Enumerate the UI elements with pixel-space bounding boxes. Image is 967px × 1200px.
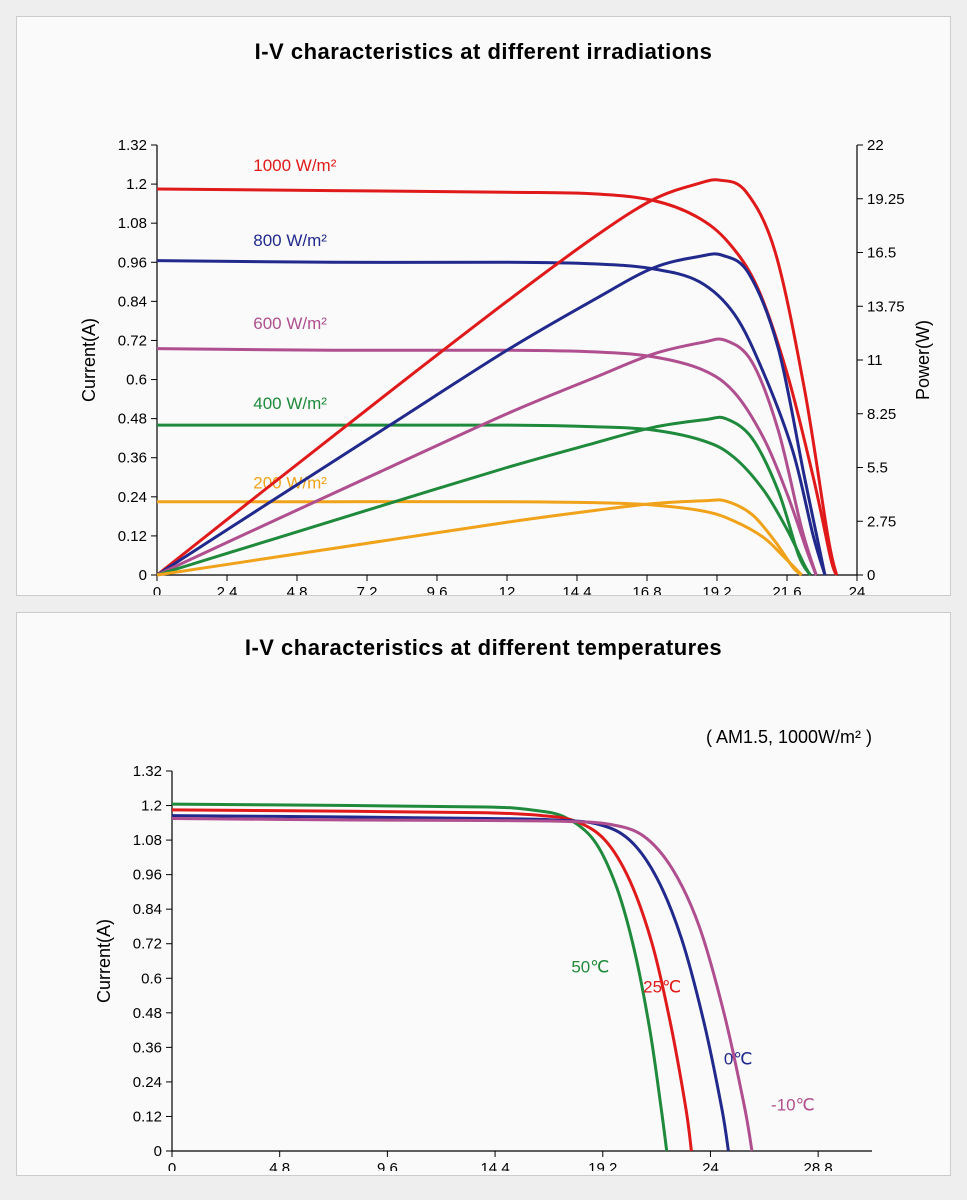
svg-text:22: 22 xyxy=(867,137,884,154)
iv-label-600: 600 W/m² xyxy=(253,314,327,333)
svg-text:0.48: 0.48 xyxy=(118,411,147,428)
chart2-svg: ( AM1.5, 1000W/m² ) 0 4.8 9.6 14.4 19.2 24 28.8… xyxy=(17,661,952,1171)
svg-text:1.2: 1.2 xyxy=(126,176,147,193)
svg-text:9.6: 9.6 xyxy=(427,584,448,595)
svg-text:21.6: 21.6 xyxy=(772,584,801,595)
page: I-V characteristics at different irradia… xyxy=(0,0,967,1200)
iv-curve-600 xyxy=(157,349,816,575)
svg-text:0.72: 0.72 xyxy=(118,332,147,349)
svg-text:16.8: 16.8 xyxy=(632,584,661,595)
svg-text:4.8: 4.8 xyxy=(287,584,308,595)
iv-label-1000: 1000 W/m² xyxy=(253,156,336,175)
svg-text:Current(A): Current(A) xyxy=(94,919,114,1003)
svg-text:0.84: 0.84 xyxy=(133,901,162,918)
svg-text:0.96: 0.96 xyxy=(118,254,147,271)
chart2-title: I-V characteristics at different tempera… xyxy=(17,613,950,661)
temperature-chart-panel: I-V characteristics at different tempera… xyxy=(16,612,951,1176)
svg-text:2.75: 2.75 xyxy=(867,513,896,530)
svg-text:12: 12 xyxy=(499,584,516,595)
svg-text:19.2: 19.2 xyxy=(588,1160,617,1171)
svg-text:0: 0 xyxy=(867,567,875,584)
svg-text:0.96: 0.96 xyxy=(133,867,162,884)
svg-text:0.24: 0.24 xyxy=(133,1074,162,1091)
svg-text:1.08: 1.08 xyxy=(118,215,147,232)
svg-text:0.72: 0.72 xyxy=(133,936,162,953)
svg-text:Power(W): Power(W) xyxy=(913,320,933,400)
svg-text:0: 0 xyxy=(139,567,147,584)
svg-text:0: 0 xyxy=(153,584,161,595)
chart2-subtitle: ( AM1.5, 1000W/m² ) xyxy=(706,727,872,747)
svg-text:0.6: 0.6 xyxy=(141,970,162,987)
svg-text:19.25: 19.25 xyxy=(867,191,905,208)
svg-text:9.6: 9.6 xyxy=(377,1160,398,1171)
svg-text:1.2: 1.2 xyxy=(141,798,162,815)
chart1-title: I-V characteristics at different irradia… xyxy=(17,17,950,65)
svg-text:24: 24 xyxy=(849,584,866,595)
svg-text:0.12: 0.12 xyxy=(133,1108,162,1125)
temp-label-50: 50℃ xyxy=(571,958,609,977)
svg-text:16.5: 16.5 xyxy=(867,245,896,262)
svg-text:2.4: 2.4 xyxy=(217,584,238,595)
svg-text:19.2: 19.2 xyxy=(702,584,731,595)
iv-label-800: 800 W/m² xyxy=(253,231,327,250)
temp-label--10: -10℃ xyxy=(771,1096,815,1115)
svg-text:0: 0 xyxy=(154,1143,162,1160)
svg-text:13.75: 13.75 xyxy=(867,298,905,315)
svg-text:0.36: 0.36 xyxy=(133,1039,162,1056)
svg-text:14.4: 14.4 xyxy=(480,1160,509,1171)
svg-text:7.2: 7.2 xyxy=(357,584,378,595)
iv-label-400: 400 W/m² xyxy=(253,394,327,413)
svg-text:11: 11 xyxy=(867,352,883,369)
svg-text:0.84: 0.84 xyxy=(118,293,147,310)
temp-label-0: 0℃ xyxy=(724,1050,753,1069)
chart1-svg: 02.44.87.29.61214.416.819.221.62400.120.… xyxy=(17,65,952,595)
svg-text:0.24: 0.24 xyxy=(118,489,147,506)
irradiation-chart-panel: I-V characteristics at different irradia… xyxy=(16,16,951,596)
temp-label-25: 25℃ xyxy=(643,978,681,997)
svg-text:0: 0 xyxy=(168,1160,176,1171)
svg-text:0.12: 0.12 xyxy=(118,528,147,545)
svg-text:1.32: 1.32 xyxy=(118,137,147,154)
svg-text:14.4: 14.4 xyxy=(562,584,591,595)
svg-text:1.08: 1.08 xyxy=(133,832,162,849)
temp-curve-50 xyxy=(172,804,667,1151)
svg-text:Current(A): Current(A) xyxy=(79,318,99,402)
svg-text:5.5: 5.5 xyxy=(867,460,888,477)
svg-text:28.8: 28.8 xyxy=(804,1160,833,1171)
temp-curve-25 xyxy=(172,810,691,1151)
svg-text:0.48: 0.48 xyxy=(133,1005,162,1022)
svg-text:1.32: 1.32 xyxy=(133,763,162,780)
svg-text:8.25: 8.25 xyxy=(867,406,896,423)
svg-text:0.36: 0.36 xyxy=(118,450,147,467)
svg-text:0.6: 0.6 xyxy=(126,372,147,389)
svg-text:24: 24 xyxy=(702,1160,719,1171)
svg-text:4.8: 4.8 xyxy=(269,1160,290,1171)
pv-curve-600 xyxy=(157,339,816,575)
